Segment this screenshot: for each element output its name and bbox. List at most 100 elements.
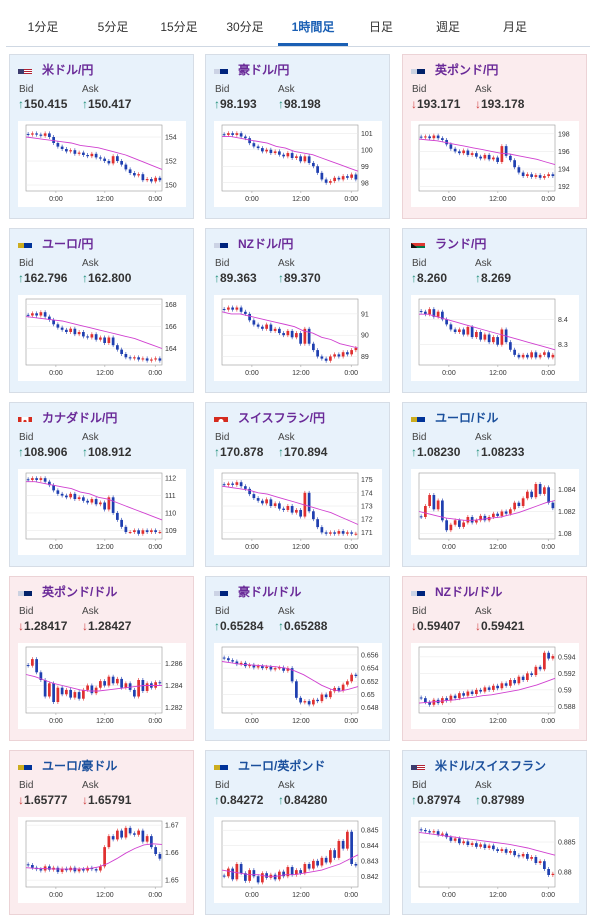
rate-card[interactable]: 英ポンド/円 Bid Ask ↓193.171 ↓193.178 198 196 194 192… bbox=[402, 54, 587, 219]
currency-pair-title[interactable]: 豪ドル/ドル bbox=[238, 584, 302, 599]
moving-average-line bbox=[418, 831, 556, 856]
plot-frame bbox=[221, 298, 359, 366]
price-chart[interactable]: 1.67 1.66 1.65 0:00 12:00 0:00 bbox=[18, 817, 186, 903]
price-chart[interactable]: 0.594 0.592 0.59 0.588 0:00 12:00 0:00 bbox=[411, 643, 579, 729]
tab-weekly[interactable]: 週足 bbox=[435, 20, 460, 34]
currency-pair-title[interactable]: ランド/円 bbox=[435, 236, 487, 251]
rate-card[interactable]: 米ドル/スイスフラン Bid Ask ↑0.87974 ↑0.87989 0.885 0.8… bbox=[402, 750, 587, 915]
candle-body bbox=[35, 659, 38, 673]
tab-30min[interactable]: 30分足 bbox=[226, 20, 264, 34]
currency-pair-title[interactable]: ユーロ/豪ドル bbox=[42, 758, 118, 773]
candle-body bbox=[90, 499, 94, 503]
price-chart[interactable]: 1.084 1.082 1.08 0:00 12:00 0:00 bbox=[411, 469, 579, 555]
rate-card[interactable]: 豪ドル/円 Bid Ask ↑98.193 ↑98.198 101 100 99 98 0:00 1… bbox=[205, 54, 390, 219]
tab-daily[interactable]: 日足 bbox=[368, 20, 393, 34]
currency-pair-title[interactable]: ユーロ/ドル bbox=[435, 410, 499, 425]
rate-card[interactable]: ランド/円 Bid Ask ↑8.260 ↑8.269 8.4 8.3 0:00 12:00 0:… bbox=[402, 228, 587, 393]
rate-card[interactable]: NZドル/円 Bid Ask ↑89.363 ↑89.370 91 90 89 0:00 12:0… bbox=[205, 228, 390, 393]
candle-body bbox=[458, 693, 461, 699]
bid-price: 8.260 bbox=[417, 271, 448, 285]
rate-card[interactable]: 米ドル/円 Bid Ask ↑150.415 ↑150.417 154 152 150 0:00… bbox=[9, 54, 194, 219]
candle-body bbox=[509, 680, 512, 686]
candle-body bbox=[286, 506, 290, 510]
tab-1min[interactable]: 1分足 bbox=[27, 20, 59, 34]
candle-body bbox=[222, 657, 226, 659]
bid-price: 0.87974 bbox=[417, 793, 461, 807]
price-chart[interactable]: 0.845 0.844 0.843 0.842 0:00 12:00 0:00 bbox=[214, 817, 382, 903]
tab-1hour[interactable]: 1時間足 bbox=[278, 8, 348, 46]
up-arrow-icon: ↑ bbox=[278, 619, 284, 633]
currency-pair-title[interactable]: ユーロ/円 bbox=[42, 236, 94, 251]
price-chart[interactable]: 0.656 0.654 0.652 0.65 0.648 0:00 12:00 0:00 bbox=[214, 643, 382, 729]
rate-card[interactable]: 英ポンド/ドル Bid Ask ↓1.28417 ↓1.28427 1.286 1.284 1… bbox=[9, 576, 194, 741]
currency-pair-title[interactable]: 英ポンド/ドル bbox=[42, 584, 118, 599]
rate-card[interactable]: 豪ドル/ドル Bid Ask ↑0.65284 ↑0.65288 0.656 0.654 0.… bbox=[205, 576, 390, 741]
ask-value: ↑162.800 bbox=[82, 271, 131, 285]
price-chart[interactable]: 112 111 110 109 0:00 12:00 0:00 bbox=[18, 469, 186, 555]
candle-body bbox=[470, 691, 474, 695]
candle-body bbox=[256, 498, 260, 501]
currency-pair-title[interactable]: スイスフラン/円 bbox=[238, 410, 325, 425]
candle-body bbox=[492, 513, 495, 517]
rate-card[interactable]: ユーロ/英ポンド Bid Ask ↑0.84272 ↑0.84280 0.845 0.844… bbox=[205, 750, 390, 915]
price-chart[interactable]: 8.4 8.3 0:00 12:00 0:00 bbox=[411, 295, 579, 381]
currency-pair-title[interactable]: カナダドル/円 bbox=[42, 410, 118, 425]
currency-pair-title[interactable]: 英ポンド/円 bbox=[435, 62, 499, 77]
us-ch-flag bbox=[411, 761, 425, 770]
price-chart[interactable]: 101 100 99 98 0:00 12:00 0:00 bbox=[214, 121, 382, 207]
candle-body bbox=[222, 484, 226, 486]
price-chart[interactable]: 0.885 0.88 0:00 12:00 0:00 bbox=[411, 817, 579, 903]
candle-body bbox=[128, 169, 132, 173]
candle-body bbox=[479, 156, 482, 159]
candle-body bbox=[290, 330, 294, 338]
chart-background bbox=[18, 121, 186, 207]
candle-body bbox=[116, 345, 119, 350]
currency-pair-title[interactable]: ユーロ/英ポンド bbox=[238, 758, 326, 773]
candle-body bbox=[248, 488, 251, 495]
currency-pair-title[interactable]: NZドル/円 bbox=[238, 236, 294, 251]
candle-body bbox=[158, 532, 162, 534]
price-chart[interactable]: 175 174 173 172 171 0:00 12:00 0:00 bbox=[214, 469, 382, 555]
candle-body bbox=[158, 177, 162, 181]
y-tick-label: 168 bbox=[165, 302, 177, 309]
currency-pair-title[interactable]: 米ドル/円 bbox=[42, 62, 94, 77]
candle-body bbox=[154, 358, 157, 360]
candle-body bbox=[56, 867, 60, 872]
price-chart[interactable]: 1.286 1.284 1.282 0:00 12:00 0:00 bbox=[18, 643, 186, 729]
rate-card[interactable]: スイスフラン/円 Bid Ask ↑170.878 ↑170.894 175 174 173 1… bbox=[205, 402, 390, 567]
candle-body bbox=[31, 133, 34, 135]
candle-body bbox=[500, 329, 504, 345]
candle-body bbox=[441, 500, 444, 521]
moving-average-line bbox=[222, 136, 359, 172]
candle-body bbox=[261, 873, 264, 883]
candle-body bbox=[441, 833, 444, 835]
candle-body bbox=[312, 511, 315, 520]
candle-body bbox=[77, 497, 81, 500]
bid-value: ↑108.906 bbox=[18, 445, 67, 459]
candle-body bbox=[462, 150, 465, 154]
rate-card[interactable]: ユーロ/ドル Bid Ask ↑1.08230 ↑1.08233 1.084 1.082 1.… bbox=[402, 402, 587, 567]
candle-body bbox=[320, 857, 324, 866]
rate-card[interactable]: ユーロ/円 Bid Ask ↑162.796 ↑162.800 168 166 164 0:00… bbox=[9, 228, 194, 393]
candle-body bbox=[290, 506, 294, 513]
price-chart[interactable]: 168 166 164 0:00 12:00 0:00 bbox=[18, 295, 186, 381]
price-chart[interactable]: 198 196 194 192 0:00 12:00 0:00 bbox=[411, 121, 579, 207]
rate-card[interactable]: ユーロ/豪ドル Bid Ask ↓1.65777 ↓1.65791 1.67 1.66 1.6… bbox=[9, 750, 194, 915]
currency-pair-title[interactable]: NZドル/ドル bbox=[435, 584, 503, 599]
currency-pair-title[interactable]: 米ドル/スイスフラン bbox=[435, 758, 546, 773]
price-chart[interactable]: 154 152 150 0:00 12:00 0:00 bbox=[18, 121, 186, 207]
moving-average-line bbox=[221, 854, 359, 877]
tab-monthly[interactable]: 月足 bbox=[502, 20, 527, 34]
candle-body bbox=[86, 155, 89, 157]
rate-card[interactable]: カナダドル/円 Bid Ask ↑108.906 ↑108.912 112 111 110 10… bbox=[9, 402, 194, 567]
tab-15min[interactable]: 15分足 bbox=[160, 20, 198, 34]
currency-pair-title[interactable]: 豪ドル/円 bbox=[238, 62, 290, 77]
y-tick-label: 8.3 bbox=[558, 342, 568, 349]
tab-5min[interactable]: 5分足 bbox=[97, 20, 129, 34]
rate-card[interactable]: NZドル/ドル Bid Ask ↓0.59407 ↓0.59421 0.594 0.592 0… bbox=[402, 576, 587, 741]
price-chart[interactable]: 91 90 89 0:00 12:00 0:00 bbox=[214, 295, 382, 381]
candle-body bbox=[141, 358, 145, 360]
candle-body bbox=[103, 337, 106, 343]
ask-label: Ask bbox=[475, 780, 492, 791]
candle-body bbox=[419, 829, 423, 831]
